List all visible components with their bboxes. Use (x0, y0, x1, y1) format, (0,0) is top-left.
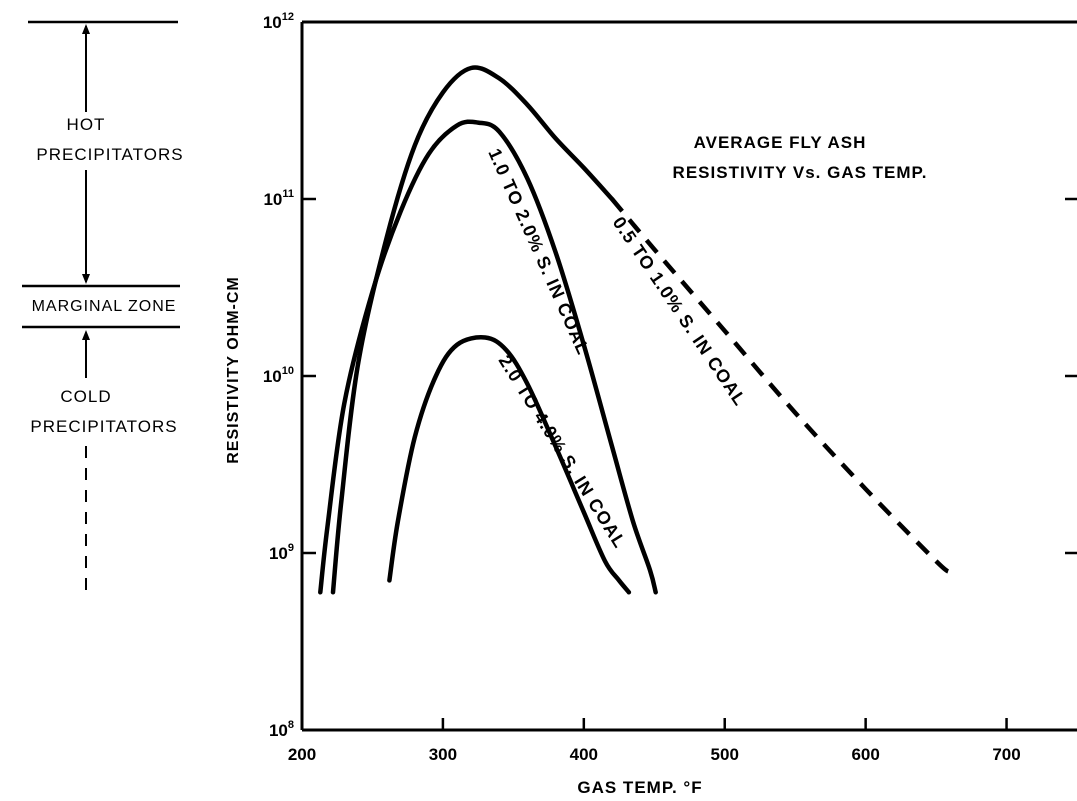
hot-label-1: HOT (67, 115, 106, 134)
series-line-2 (387, 335, 632, 595)
series-label-high-sulfur: 2.0 TO 4.0% S. IN COAL (495, 352, 631, 552)
x-tick-label: 300 (429, 745, 457, 764)
zone-diagram: HOT PRECIPITATORS MARGINAL ZONE COLD PRE… (22, 20, 183, 590)
series-curves (318, 65, 952, 595)
chart-title-line-2: RESISTIVITY Vs. GAS TEMP. (673, 163, 928, 182)
series-line-1 (318, 119, 658, 595)
chart: 200 300 400 500 600 700 108 109 1010 1011 1012 AVE… (225, 11, 1077, 797)
series-label-mid-sulfur: 1.0 TO 2.0% S. IN COAL (484, 145, 593, 358)
hot-arrow-up-icon (82, 24, 90, 34)
y-tick-label: 109 (269, 542, 294, 563)
series-line-0-dashed (610, 197, 952, 575)
marginal-label: MARGINAL ZONE (32, 298, 177, 315)
y-tick-label: 1010 (263, 365, 294, 386)
series-label-low-sulfur: 0.5 TO 1.0% S. IN COAL (609, 213, 751, 410)
y-tick-label: 1011 (263, 188, 294, 209)
x-tick-label: 200 (288, 745, 316, 764)
hot-arrow-down-icon (82, 274, 90, 284)
cold-arrow-up-icon (82, 330, 90, 340)
x-tick-label: 400 (570, 745, 598, 764)
series-line-0 (330, 65, 615, 595)
cold-label-2: PRECIPITATORS (30, 417, 177, 436)
chart-title-line-1: AVERAGE FLY ASH (694, 133, 867, 152)
x-axis-label: GAS TEMP. °F (577, 778, 702, 797)
y-tick-label: 108 (269, 719, 294, 740)
hot-label-2: PRECIPITATORS (36, 145, 183, 164)
cold-label-1: COLD (60, 387, 111, 406)
y-axis-label: RESISTIVITY OHM-CM (225, 276, 242, 464)
x-tick-label: 600 (851, 745, 879, 764)
y-tick-label: 1012 (263, 11, 294, 32)
axes (300, 20, 1077, 732)
x-tick-label: 700 (992, 745, 1020, 764)
tick-labels: 200 300 400 500 600 700 108 109 1010 1011 1012 (263, 11, 1021, 764)
x-tick-label: 500 (711, 745, 739, 764)
